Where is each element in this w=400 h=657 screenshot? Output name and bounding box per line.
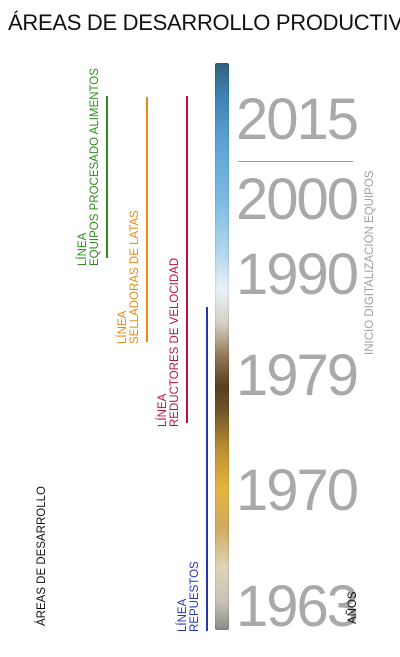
year-label: 1990 bbox=[236, 242, 359, 307]
timeline-bar bbox=[215, 63, 229, 630]
year-label: 2000 bbox=[236, 167, 359, 232]
line-label-prefix: LÍNEA bbox=[77, 232, 89, 266]
line-label-prefix: LÍNEA bbox=[117, 310, 129, 344]
line-label-name: SELLADORAS DE LATAS bbox=[129, 210, 142, 344]
timeline-divider bbox=[238, 161, 353, 162]
line-marker-green bbox=[106, 96, 108, 258]
line-marker-blue bbox=[206, 307, 208, 631]
year-label: 2015 bbox=[236, 87, 359, 152]
line-label-name: REPUESTOS bbox=[189, 561, 202, 632]
line-marker-orange bbox=[146, 97, 148, 342]
page-title: ÁREAS DE DESARROLLO PRODUCTIVO bbox=[8, 10, 400, 35]
year-label: 1979 bbox=[236, 343, 359, 408]
digitalization-annotation: INICIO DIGITALIZACIÓN EQUIPOS bbox=[364, 170, 376, 355]
line-label-selladoras-de-latas: LÍNEA SELLADORAS DE LATAS bbox=[117, 210, 141, 344]
years-axis-label: AÑOS bbox=[347, 591, 359, 624]
line-label-name: EQUIPOS PROCESADO ALIMENTOS bbox=[89, 68, 102, 266]
year-label: 1963 bbox=[236, 574, 359, 639]
year-label: 1970 bbox=[236, 458, 359, 523]
line-marker-crimson bbox=[186, 96, 188, 423]
line-label-prefix: LÍNEA bbox=[157, 393, 169, 427]
line-label-equipos-procesado-alimentos: LÍNEA EQUIPOS PROCESADO ALIMENTOS bbox=[77, 68, 101, 266]
line-label-prefix: LÍNEA bbox=[177, 598, 189, 632]
line-label-name: REDUCTORES DE VELOCIDAD bbox=[169, 257, 182, 427]
line-label-repuestos: LÍNEA REPUESTOS bbox=[177, 561, 201, 632]
line-label-reductores-de-velocidad: LÍNEA REDUCTORES DE VELOCIDAD bbox=[157, 258, 181, 427]
y-axis-label: ÁREAS DE DESARROLLO bbox=[36, 486, 48, 626]
